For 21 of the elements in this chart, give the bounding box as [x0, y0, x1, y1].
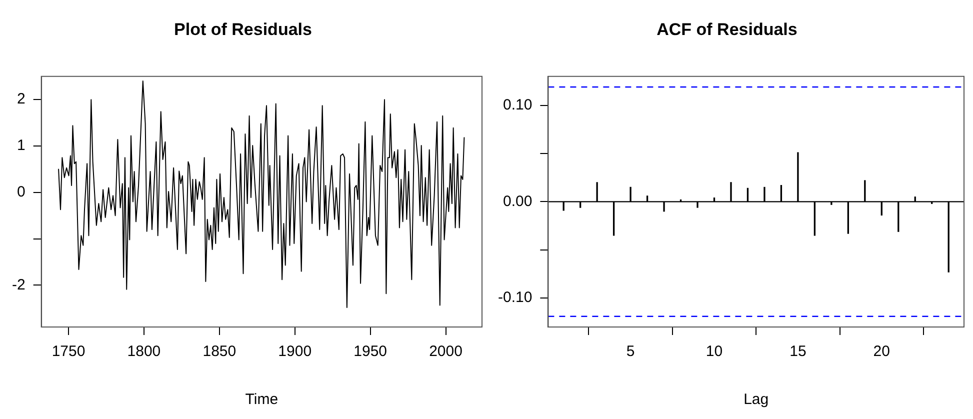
x-tick-label: 15	[790, 343, 806, 360]
chart-title: Plot of Residuals	[174, 20, 312, 39]
y-tick-label: 2	[16, 90, 26, 108]
x-tick-label: 1900	[278, 343, 312, 360]
y-tick-label: 0.10	[502, 96, 532, 114]
y-tick-label: 1	[16, 137, 26, 154]
x-axis-title: Lag	[744, 391, 769, 408]
x-tick-label: 5	[626, 343, 635, 360]
y-tick-label: -0.10	[498, 289, 532, 306]
x-tick-label: 20	[873, 343, 890, 360]
chart-title: ACF of Residuals	[656, 20, 798, 39]
y-tick-label: 0.00	[502, 192, 532, 210]
x-tick-label: 1750	[52, 343, 86, 360]
y-tick-label: 0	[16, 184, 26, 201]
x-axis-title: Time	[245, 391, 278, 408]
x-tick-label: 1800	[127, 343, 161, 360]
x-tick-label: 2000	[429, 343, 462, 360]
x-tick-label: 1950	[354, 343, 388, 360]
x-tick-label: 1850	[202, 343, 236, 360]
y-tick-label: -2	[12, 276, 26, 294]
x-tick-label: 10	[706, 343, 723, 360]
